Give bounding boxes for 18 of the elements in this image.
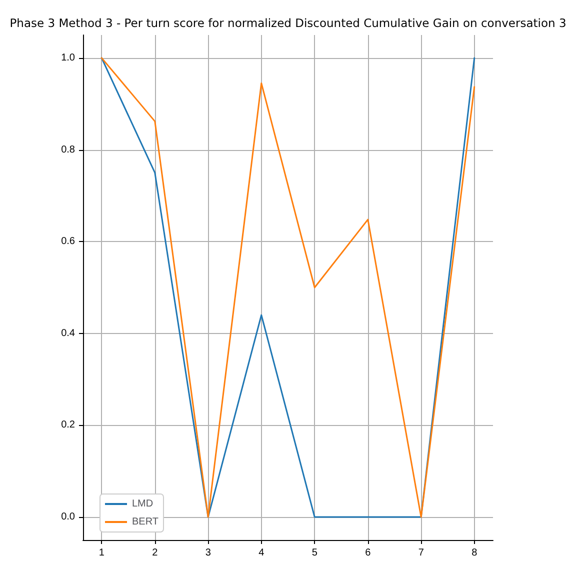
chart-title: Phase 3 Method 3 - Per turn score for normalized Discounted Cumulative Gain on conversation 3 bbox=[10, 16, 566, 30]
y-tick-label: 0.6 bbox=[61, 236, 76, 248]
x-tick-label: 3 bbox=[205, 548, 212, 558]
x-tick-label: 4 bbox=[258, 548, 265, 558]
x-tick-label: 5 bbox=[312, 548, 318, 558]
legend-label: LMD bbox=[132, 498, 154, 510]
x-tick-label: 7 bbox=[418, 548, 424, 558]
x-tick-label: 8 bbox=[472, 548, 478, 558]
y-tick-label: 1.0 bbox=[61, 52, 76, 64]
line-series bbox=[100, 57, 476, 518]
y-tick-label: 0.2 bbox=[61, 420, 76, 431]
y-tick-label: 0.0 bbox=[61, 512, 76, 523]
x-tick-label: 1 bbox=[98, 548, 105, 558]
x-tick-label: 2 bbox=[152, 548, 158, 558]
y-tick-label: 0.4 bbox=[61, 328, 76, 339]
y-tick-label: 0.8 bbox=[61, 144, 76, 156]
x-tick-label: 6 bbox=[365, 548, 372, 558]
legend-label: BERT bbox=[132, 516, 158, 528]
